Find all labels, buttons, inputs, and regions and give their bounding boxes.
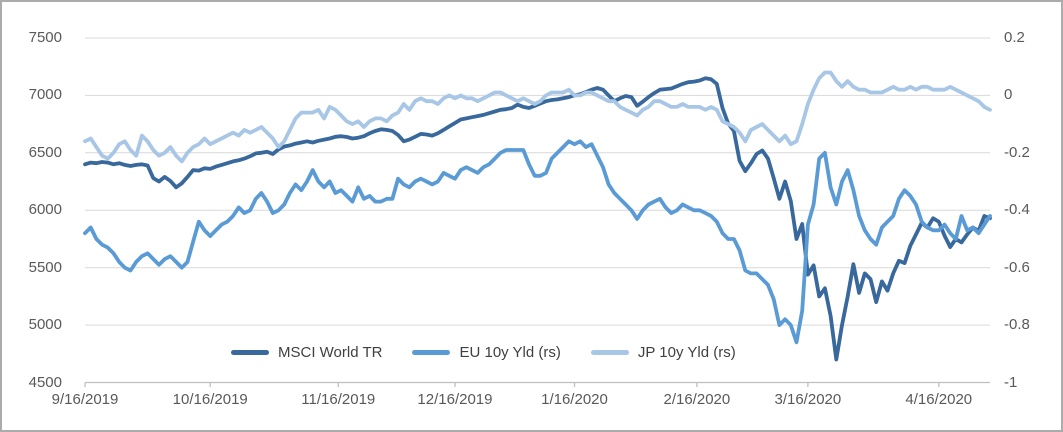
left-y-axis-tick-label: 6000 <box>28 201 62 219</box>
left-y-axis-tick-label: 5500 <box>28 258 62 276</box>
right-y-axis-tick-label: -1 <box>1004 373 1018 391</box>
right-y-axis-tick-label: -0.6 <box>1004 258 1030 276</box>
x-axis-tick-label: 12/16/2019 <box>417 391 493 408</box>
left-y-axis-tick-label: 7500 <box>28 29 62 46</box>
right-y-axis-tick-label: 0.2 <box>1004 29 1025 46</box>
x-axis-tick-label: 2/16/2020 <box>663 391 731 408</box>
legend-label-jp: JP 10y Yld (rs) <box>637 344 736 361</box>
legend-line-swatch-eu <box>412 350 451 355</box>
left-y-axis-tick-label: 4500 <box>28 373 62 391</box>
legend-line-swatch-msci <box>231 350 269 355</box>
legend-line-swatch-jp <box>590 350 629 355</box>
x-axis-tick-label: 11/16/2019 <box>301 391 376 408</box>
legend-label-eu: EU 10y Yld (rs) <box>459 344 561 361</box>
right-y-axis-tick-label: -0.2 <box>1004 143 1030 161</box>
series-line-2 <box>83 70 992 164</box>
left-y-axis-tick-label: 6500 <box>28 143 62 161</box>
x-axis-tick-label: 10/16/2019 <box>172 391 248 408</box>
left-y-axis-tick-label: 5000 <box>28 316 62 334</box>
x-axis-tick-label: 3/16/2020 <box>774 391 842 408</box>
x-axis-tick-label: 1/16/2020 <box>541 391 608 408</box>
series-line-1 <box>83 139 992 345</box>
series-line-0 <box>83 76 992 362</box>
right-y-axis-tick-label: -0.4 <box>1004 201 1030 219</box>
legend-label-msci: MSCI World TR <box>278 344 383 361</box>
right-y-axis-tick-label: 0 <box>1004 86 1013 104</box>
x-axis-tick-label: 9/16/2019 <box>51 391 119 408</box>
right-y-axis-tick-label: -0.8 <box>1004 316 1030 334</box>
legend-item-jp-10y-yld[interactable]: JP 10y Yld (rs) <box>590 344 736 361</box>
legend: MSCI World TR EU 10y Yld (rs) JP 10y Yld… <box>231 344 736 361</box>
left-y-axis-tick-label: 7000 <box>28 86 62 104</box>
legend-item-msci-world-tr[interactable]: MSCI World TR <box>231 344 382 361</box>
legend-item-eu-10y-yld[interactable]: EU 10y Yld (rs) <box>412 344 561 361</box>
x-axis-tick-label: 4/16/2020 <box>905 391 973 408</box>
